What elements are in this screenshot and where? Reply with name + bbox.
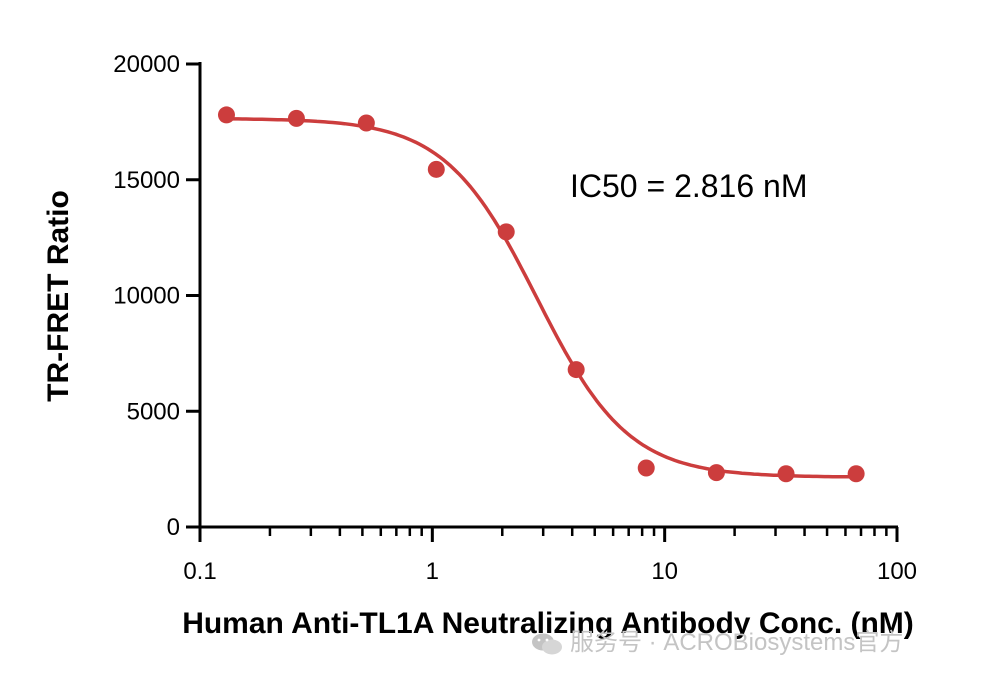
data-point: [637, 459, 655, 477]
data-point: [497, 223, 515, 241]
data-point: [567, 361, 585, 379]
data-point: [847, 465, 865, 483]
y-tick-label: 5000: [127, 398, 180, 425]
data-point: [217, 106, 235, 124]
data-point: [777, 465, 795, 483]
x-tick-label: 1: [426, 558, 439, 585]
y-tick-label: 0: [167, 514, 180, 541]
y-axis-title: TR-FRET Ratio: [42, 190, 75, 402]
x-tick-label: 10: [651, 558, 678, 585]
watermark: 服务号 · ACROBiosystems官方: [530, 622, 980, 656]
x-tick-label: 0.1: [183, 558, 216, 585]
fit-curve: [226, 117, 857, 479]
wechat-icon: [532, 633, 562, 655]
x-tick-label: 100: [877, 558, 917, 585]
data-point: [357, 114, 375, 132]
data-point: [427, 160, 445, 178]
data-point: [707, 464, 725, 482]
watermark-text: 服务号 · ACROBiosystems官方: [570, 629, 904, 656]
y-tick-label: 15000: [113, 167, 180, 194]
ic50-annotation: IC50 = 2.816 nM: [570, 168, 807, 204]
y-tick-label: 20000: [113, 51, 180, 78]
y-tick-label: 10000: [113, 283, 180, 310]
data-point: [287, 109, 305, 127]
